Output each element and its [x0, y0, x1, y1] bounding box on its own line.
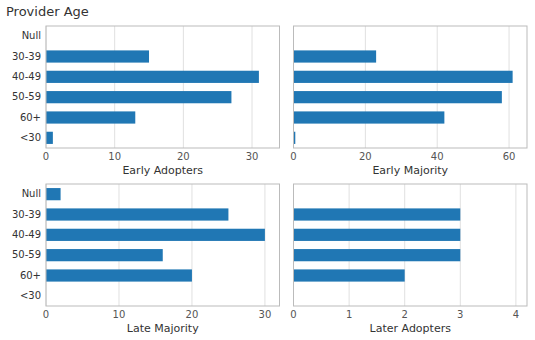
- x-tick-label: 40: [431, 151, 444, 162]
- x-tick-label: 10: [108, 151, 121, 162]
- bar: [294, 269, 405, 281]
- y-tick-label: 50-59: [12, 91, 41, 102]
- bar: [46, 111, 135, 123]
- bar: [294, 71, 513, 83]
- panel: 0 10 20 30 Null 30-39 40-49 50-59 60+ <30 Early Ad…: [12, 26, 280, 177]
- grid-line: [191, 184, 192, 306]
- title: Provider Age: [6, 4, 89, 19]
- y-tick-label: <30: [20, 132, 41, 143]
- x-tick-label: 0: [290, 309, 296, 320]
- bar: [46, 249, 163, 261]
- x-axis-label: Early Adopters: [122, 164, 203, 177]
- grid-line: [264, 184, 265, 306]
- bar: [46, 208, 228, 220]
- bars: [46, 188, 265, 282]
- y-tick-label: 60+: [20, 112, 41, 123]
- bar: [294, 249, 461, 261]
- y-tick-label: 40-49: [12, 229, 41, 240]
- x-tick-label: 3: [457, 309, 463, 320]
- bar: [46, 269, 192, 281]
- x-tick-label: 20: [177, 151, 190, 162]
- x-tick-label: 20: [359, 151, 372, 162]
- bars: [46, 50, 259, 144]
- bars: [294, 50, 513, 144]
- grid-line: [404, 184, 405, 306]
- bar: [294, 111, 445, 123]
- bar: [46, 50, 149, 62]
- y-tick-label: 60+: [20, 270, 41, 281]
- plot-frame: [294, 26, 528, 148]
- y-tick-label: Null: [22, 30, 41, 41]
- panel: 0 1 2 3 4 Later Adopters: [290, 184, 527, 335]
- x-tick-label: 10: [113, 309, 126, 320]
- x-tick-label: 30: [246, 151, 259, 162]
- bar: [46, 91, 231, 103]
- grid-line: [114, 26, 115, 148]
- background: [0, 0, 535, 340]
- grid-line: [509, 26, 510, 148]
- bar: [294, 208, 461, 220]
- bar: [46, 229, 265, 241]
- bars: [294, 208, 461, 281]
- bar: [294, 229, 461, 241]
- bar: [294, 50, 377, 62]
- y-tick-label: 40-49: [12, 71, 41, 82]
- plot-frame: [46, 184, 280, 306]
- x-tick-label: 30: [259, 309, 272, 320]
- chart: Provider Age0102030Null30-3940-4950-5960…: [0, 0, 535, 340]
- x-axis-label: Early Majority: [372, 164, 448, 177]
- y-tick-label: 30-39: [12, 209, 41, 220]
- x-tick-label: 0: [43, 151, 49, 162]
- bar: [294, 91, 502, 103]
- x-axis-label: Later Adopters: [370, 322, 452, 335]
- x-tick-label: 4: [513, 309, 519, 320]
- x-axis-label: Late Majority: [127, 322, 199, 335]
- y-tick-label: 50-59: [12, 249, 41, 260]
- bar: [46, 71, 259, 83]
- grid-line: [252, 26, 253, 148]
- grid-line: [515, 184, 516, 306]
- grid-line: [349, 184, 350, 306]
- plot-frame: [294, 184, 528, 306]
- panel: 0 20 40 60 Early Majority: [290, 26, 527, 177]
- x-tick-label: 20: [186, 309, 199, 320]
- x-tick-label: 60: [503, 151, 516, 162]
- grid-line: [365, 26, 366, 148]
- y-tick-label: 30-39: [12, 51, 41, 62]
- plot-frame: [46, 26, 280, 148]
- y-tick-label: <30: [20, 290, 41, 301]
- grid-line: [437, 26, 438, 148]
- bar: [46, 188, 61, 200]
- x-tick-label: 0: [290, 151, 296, 162]
- x-tick-label: 1: [346, 309, 352, 320]
- panel: 0 10 20 30 Null 30-39 40-49 50-59 60+ <30 Late Maj…: [12, 184, 280, 335]
- x-tick-label: 0: [43, 309, 49, 320]
- grid-line: [118, 184, 119, 306]
- grid-line: [183, 26, 184, 148]
- grid-line: [460, 184, 461, 306]
- x-tick-label: 2: [402, 309, 408, 320]
- y-tick-label: Null: [22, 188, 41, 199]
- bar: [46, 132, 53, 144]
